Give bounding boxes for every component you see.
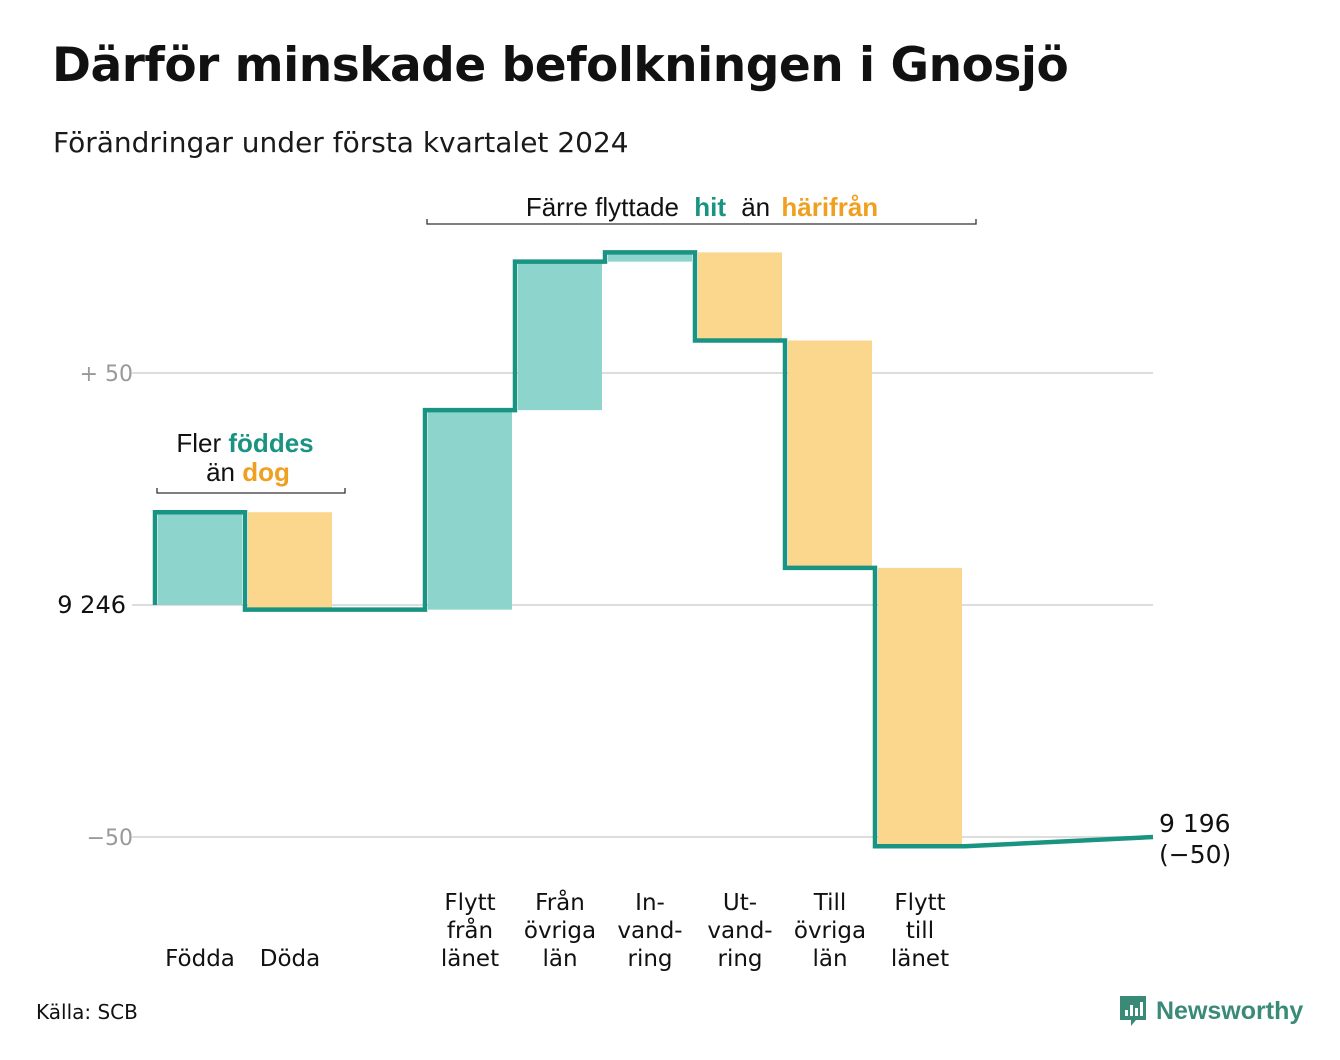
births-prefix: Fler: [176, 428, 221, 458]
deaths-prefix: än: [206, 457, 235, 487]
bar-födda: [158, 512, 242, 605]
newsworthy-logo-icon: [1120, 996, 1146, 1026]
y-tick-label: 9 246: [57, 591, 126, 619]
x-label: In-: [635, 890, 665, 916]
waterfall-step-line: [152, 250, 1154, 849]
x-label: övriga: [524, 918, 596, 944]
end-value-label: 9 196: [1159, 809, 1231, 838]
bars: [158, 252, 962, 847]
step-line: [152, 250, 1154, 849]
births-highlight: föddes: [228, 428, 313, 458]
chart-title: Därför minskade befolkningen i Gnosjö: [52, 38, 1069, 93]
x-label: till: [906, 918, 934, 944]
x-label: Till: [813, 890, 847, 916]
y-tick-label: + 50: [80, 362, 133, 387]
x-label: vand-: [707, 918, 772, 944]
svg-text:Fler föddes: Fler föddes: [176, 428, 313, 458]
x-label: från: [447, 916, 493, 944]
births-annotation: Fler föddes än dog: [156, 428, 346, 494]
source-note: Källa: SCB: [36, 1000, 138, 1024]
bar-in--vand--ring: [608, 252, 692, 262]
x-label: övriga: [794, 918, 866, 944]
x-label: Ut-: [723, 890, 757, 916]
bar-från-övriga-län: [518, 261, 602, 411]
moves-middle: än: [741, 192, 770, 222]
y-tick-label: −50: [87, 826, 133, 851]
moves-annotation: Färre flyttade hit än härifrån: [426, 192, 977, 225]
moves-hit: hit: [694, 192, 726, 222]
bar-flytt-från-länet: [428, 410, 512, 610]
brand-name: Newsworthy: [1156, 996, 1304, 1025]
x-label: vand-: [617, 918, 682, 944]
moves-bracket: [426, 219, 977, 225]
chart-subtitle: Förändringar under första kvartalet 2024: [53, 126, 629, 159]
bar-till-övriga-län: [788, 340, 872, 568]
x-label: Födda: [165, 946, 235, 972]
x-label: Från: [535, 888, 585, 916]
y-tick-labels: + 50 9 246 −50: [57, 362, 133, 851]
end-change-label: (−50): [1159, 840, 1231, 869]
x-label: Döda: [260, 946, 320, 972]
births-bracket: [156, 488, 346, 494]
x-label: ring: [717, 946, 762, 972]
x-label: Flytt: [444, 890, 495, 916]
bar-döda: [248, 512, 332, 610]
x-label: ring: [627, 946, 672, 972]
svg-text:än dog: än dog: [206, 457, 290, 487]
moves-prefix: Färre flyttade: [526, 192, 679, 222]
x-label: län: [812, 946, 847, 972]
x-labels: Födda DödaFlyttfrånlänetFrånövrigalänIn-v…: [165, 888, 949, 972]
x-label: länet: [441, 946, 499, 972]
svg-text:Färre flyttade hit: Färre flyttade hit än härifrån: [526, 192, 878, 222]
deaths-highlight: dog: [242, 457, 290, 487]
moves-harifran: härifrån: [781, 192, 878, 222]
brand-logo: Newsworthy: [1118, 994, 1303, 1028]
x-label: länet: [891, 946, 949, 972]
bar-ut--vand--ring: [698, 252, 782, 341]
x-label: län: [542, 946, 577, 972]
bar-flytt-till-länet: [878, 567, 962, 847]
x-label: Flytt: [894, 890, 945, 916]
